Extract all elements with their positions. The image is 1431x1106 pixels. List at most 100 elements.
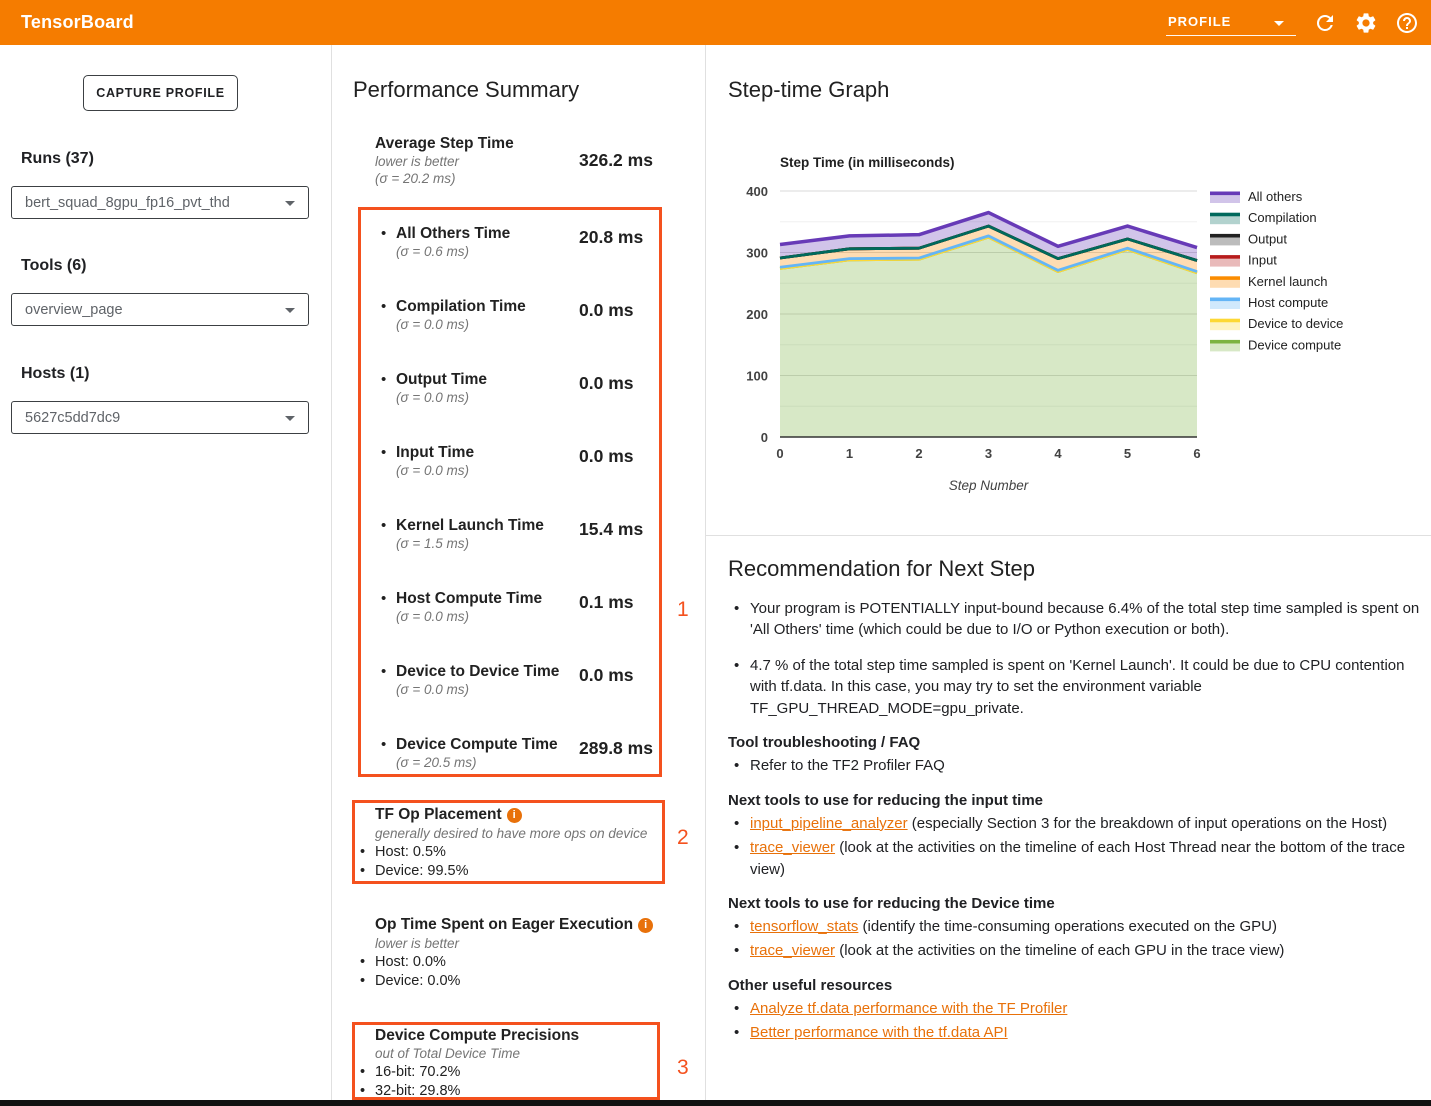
- rec-link[interactable]: trace_viewer: [750, 839, 835, 856]
- metric-note: lower is better: [375, 153, 514, 170]
- svg-text:0: 0: [761, 430, 768, 445]
- selector-dropdown[interactable]: overview_page: [11, 293, 309, 326]
- selector-dropdown[interactable]: bert_squad_8gpu_fp16_pvt_thd: [11, 186, 309, 219]
- bullet-icon: [381, 736, 386, 754]
- svg-text:Compilation: Compilation: [1248, 210, 1317, 225]
- refresh-icon[interactable]: [1313, 11, 1337, 35]
- svg-text:6: 6: [1193, 446, 1200, 461]
- selector-value: 5627c5dd7dc9: [25, 410, 120, 426]
- selector-dropdown[interactable]: 5627c5dd7dc9: [11, 401, 309, 434]
- rec-item-text: Refer to the TF2 Profiler FAQ: [750, 757, 945, 774]
- tf-op-placement-title: TF Op Placementi: [375, 806, 522, 824]
- tensorboard-profile-page: TensorBoard PROFILE CAPTURE PROFILE Runs…: [0, 0, 1431, 1106]
- rec-list-item: tensorflow_stats (identify the time-cons…: [750, 916, 1420, 937]
- step-time-chart: 01002003004000123456Step Time (in millis…: [720, 140, 1431, 510]
- recommendation-bullets: Your program is POTENTIALLY input-bound …: [728, 598, 1420, 719]
- rec-link[interactable]: tensorflow_stats: [750, 918, 858, 935]
- metric-name: Input Time: [396, 444, 695, 462]
- rec-link[interactable]: Analyze tf.data performance with the TF …: [750, 1000, 1067, 1017]
- dashboard-select[interactable]: PROFILE: [1166, 10, 1296, 36]
- metric-name: Host Compute Time: [396, 590, 695, 608]
- metric-sigma: (σ = 1.5 ms): [396, 535, 695, 552]
- header-controls: PROFILE: [1166, 10, 1419, 36]
- metric-value: 0.0 ms: [579, 373, 633, 394]
- rec-list-item: input_pipeline_analyzer (especially Sect…: [750, 813, 1420, 834]
- bullet-icon: [381, 663, 386, 681]
- annotation-2: 2: [677, 826, 689, 850]
- bullet-icon: [381, 371, 386, 389]
- performance-summary-panel: Performance Summary Average Step Time lo…: [331, 45, 705, 1106]
- svg-text:300: 300: [746, 246, 768, 261]
- recommendation-subsections: Tool troubleshooting / FAQ Refer to the …: [728, 734, 1420, 1044]
- metric-row: Input Time (σ = 0.0 ms) 0.0 ms: [381, 444, 695, 479]
- bullet-icon: [381, 298, 386, 316]
- device-compute-precisions-note: out of Total Device Time: [375, 1046, 520, 1061]
- rec-link[interactable]: trace_viewer: [750, 942, 835, 959]
- list-item: 16-bit: 70.2%: [375, 1064, 460, 1080]
- svg-text:Step Number: Step Number: [949, 478, 1029, 493]
- list-item: Device: 0.0%: [375, 973, 460, 989]
- metric-value: 0.0 ms: [579, 446, 633, 467]
- rec-section-list: Refer to the TF2 Profiler FAQ: [728, 755, 1420, 776]
- selector-label: Runs (37): [21, 150, 94, 168]
- device-compute-precisions-title: Device Compute Precisions: [375, 1027, 579, 1045]
- metric-sigma: (σ = 0.6 ms): [396, 243, 695, 260]
- metric-value: 0.0 ms: [579, 300, 633, 321]
- app-title: TensorBoard: [21, 12, 134, 33]
- rec-list-item: trace_viewer (look at the activities on …: [750, 837, 1420, 880]
- recommendation-title: Recommendation for Next Step: [728, 556, 1420, 582]
- average-step-time: Average Step Time lower is better (σ = 2…: [375, 135, 514, 187]
- svg-text:Host compute: Host compute: [1248, 295, 1328, 310]
- performance-summary-title: Performance Summary: [353, 77, 579, 103]
- metric-name: All Others Time: [396, 225, 695, 243]
- rec-item-text: (identify the time-consuming operations …: [858, 918, 1277, 935]
- selector-value: bert_squad_8gpu_fp16_pvt_thd: [25, 195, 230, 211]
- chevron-down-icon: [285, 416, 295, 421]
- metric-row: Host Compute Time (σ = 0.0 ms) 0.1 ms: [381, 590, 695, 625]
- eager-execution-title: Op Time Spent on Eager Execution i: [375, 916, 653, 934]
- help-icon[interactable]: [1395, 11, 1419, 35]
- app-header: TensorBoard PROFILE: [0, 0, 1431, 45]
- metric-row: All Others Time (σ = 0.6 ms) 20.8 ms: [381, 225, 695, 260]
- info-icon[interactable]: i: [638, 918, 653, 933]
- gear-icon[interactable]: [1354, 11, 1378, 35]
- svg-text:1: 1: [846, 446, 853, 461]
- rec-link[interactable]: Better performance with the tf.data API: [750, 1024, 1008, 1041]
- rec-link[interactable]: input_pipeline_analyzer: [750, 815, 908, 832]
- eager-execution-note: lower is better: [375, 936, 459, 951]
- recommendation-subsection: Tool troubleshooting / FAQ Refer to the …: [728, 734, 1420, 776]
- recommendation-section: Recommendation for Next Step Your progra…: [728, 556, 1420, 1047]
- rec-item-text: (look at the activities on the timeline …: [750, 839, 1405, 877]
- sidebar: CAPTURE PROFILE Runs (37) bert_squad_8gp…: [0, 45, 331, 1106]
- svg-text:3: 3: [985, 446, 992, 461]
- capture-profile-button[interactable]: CAPTURE PROFILE: [83, 75, 238, 111]
- info-icon[interactable]: i: [507, 808, 522, 823]
- svg-text:Kernel launch: Kernel launch: [1248, 274, 1328, 289]
- rec-section-list: tensorflow_stats (identify the time-cons…: [728, 916, 1420, 962]
- bullet-icon: [381, 444, 386, 462]
- metric-sigma: (σ = 0.0 ms): [396, 316, 695, 333]
- list-item: 32-bit: 29.8%: [375, 1083, 460, 1099]
- recommendation-subsection: Other useful resources Analyze tf.data p…: [728, 977, 1420, 1044]
- svg-text:5: 5: [1124, 446, 1131, 461]
- svg-text:Output: Output: [1248, 231, 1287, 246]
- chevron-down-icon: [1274, 21, 1284, 26]
- metric-name: Compilation Time: [396, 298, 695, 316]
- bullet-icon: [381, 590, 386, 608]
- metric-value: 0.1 ms: [579, 592, 633, 613]
- section-title-text: Op Time Spent on Eager Execution: [375, 916, 633, 933]
- metric-value: 15.4 ms: [579, 519, 643, 540]
- rec-item-text: (look at the activities on the timeline …: [835, 942, 1284, 959]
- rec-section-heading: Next tools to use for reducing the Devic…: [728, 895, 1420, 912]
- metric-name: Output Time: [396, 371, 695, 389]
- section-divider: [705, 535, 1431, 536]
- svg-text:100: 100: [746, 369, 768, 384]
- metric-row: Output Time (σ = 0.0 ms) 0.0 ms: [381, 371, 695, 406]
- metric-value: 0.0 ms: [579, 665, 633, 686]
- rec-list-item: trace_viewer (look at the activities on …: [750, 940, 1420, 961]
- metric-name: Average Step Time: [375, 135, 514, 153]
- annotation-3: 3: [677, 1056, 689, 1080]
- step-time-graph-title: Step-time Graph: [728, 77, 889, 103]
- selector-value: overview_page: [25, 302, 123, 318]
- rec-list-item: Refer to the TF2 Profiler FAQ: [750, 755, 1420, 776]
